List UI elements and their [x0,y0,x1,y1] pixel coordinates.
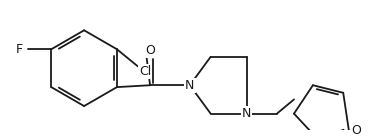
Text: N: N [242,107,251,120]
Text: O: O [352,124,361,137]
Text: N: N [185,79,195,92]
Text: F: F [16,43,23,56]
Text: O: O [145,44,155,57]
Text: Cl: Cl [139,65,151,78]
